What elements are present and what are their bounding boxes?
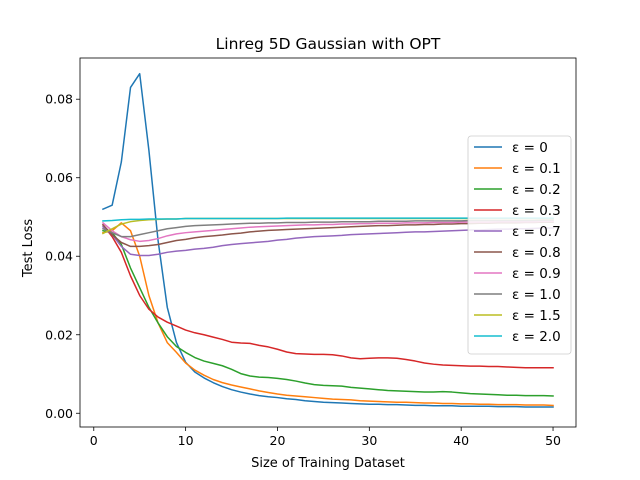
legend: ε = 0 ε = 0.1 ε = 0.2 ε = 0.3 ε = 0.7 ε = 0.8…: [467, 135, 572, 355]
legend-label-2: ε = 0.2: [512, 182, 561, 198]
series-line-0: [101, 72, 554, 408]
axes-layer: 0 10 20 30 40 50 0.00 0.02 0.04 0.06 0.08: [45, 57, 577, 448]
y-tick-label: 0.02: [45, 327, 73, 342]
legend-label-5: ε = 0.8: [512, 245, 561, 261]
x-tick-label: 10: [178, 433, 194, 448]
legend-label-3: ε = 0.3: [512, 203, 561, 219]
legend-label-1: ε = 0.1: [512, 161, 561, 177]
x-tick-label: 0: [90, 433, 98, 448]
legend-label-4: ε = 0.7: [512, 224, 561, 240]
legend-label-7: ε = 1.0: [512, 287, 561, 303]
legend-label-9: ε = 2.0: [512, 329, 561, 345]
y-tick-label: 0.04: [45, 249, 73, 264]
y-axis-label: Test Loss: [21, 219, 36, 278]
plot-frame: [79, 57, 577, 428]
series-line-2: [102, 229, 554, 397]
x-tick-label: 30: [361, 433, 377, 448]
legend-label-6: ε = 0.9: [512, 266, 561, 282]
x-tick-label: 20: [270, 433, 286, 448]
x-tick-label: 40: [453, 433, 469, 448]
series-line-1: [102, 222, 554, 407]
x-axis-label: Size of Training Dataset: [251, 456, 405, 471]
y-tick-label: 0.00: [45, 406, 73, 421]
legend-label-8: ε = 1.5: [512, 308, 561, 324]
x-tick-label: 50: [545, 433, 561, 448]
legend-label-0: ε = 0: [512, 140, 548, 156]
y-tick-label: 0.08: [45, 92, 73, 107]
y-tick-label: 0.06: [45, 170, 73, 185]
legend-box: [467, 135, 572, 355]
series-line-3: [101, 223, 554, 369]
chart-title: Linreg 5D Gaussian with OPT: [216, 35, 441, 53]
